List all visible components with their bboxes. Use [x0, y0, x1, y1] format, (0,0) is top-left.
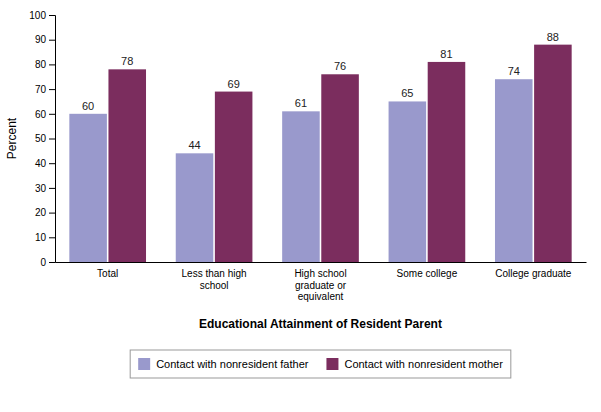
bar	[321, 74, 359, 262]
tick-mark	[49, 163, 55, 164]
y-axis-title: Percent	[5, 117, 19, 159]
legend: Contact with nonresident father Contact w…	[130, 350, 511, 378]
tick-label: 20	[35, 207, 47, 218]
tick-label-line: Total	[97, 268, 118, 279]
data-label: 88	[547, 31, 559, 43]
tick-label-line: College graduate	[495, 268, 572, 279]
tick-mark	[49, 114, 55, 115]
bar	[495, 79, 533, 262]
tick-mark	[49, 237, 55, 238]
bar	[389, 101, 427, 262]
data-label: 81	[440, 48, 452, 60]
legend-swatch	[138, 358, 150, 370]
legend-frame	[130, 350, 511, 378]
tick-label-line: Less than high	[182, 268, 247, 279]
tick-mark	[49, 213, 55, 214]
bar	[428, 62, 466, 262]
data-label: 61	[295, 97, 307, 109]
tick: High schoolgraduate orequivalent	[294, 268, 346, 302]
tick-label: Some college	[397, 268, 458, 279]
tick-mark	[49, 40, 55, 41]
tick-label-line: equivalent	[298, 291, 344, 302]
plot: 60 44 61 65 74 78 69 76 81 88 0 10 20 30 40 50 60 70 80 90 1…	[29, 10, 586, 302]
tick-label: 10	[35, 232, 47, 243]
legend-item: Contact with nonresident father	[138, 358, 309, 370]
tick-label-line: graduate or	[295, 280, 347, 291]
bars	[69, 45, 571, 262]
tick-label: 100	[29, 10, 46, 21]
tick-label: 50	[35, 133, 47, 144]
bar	[282, 111, 320, 262]
data-label: 69	[228, 78, 240, 90]
tick: 10	[35, 232, 55, 243]
tick: College graduate	[495, 268, 572, 279]
tick: 0	[40, 257, 55, 268]
tick: Some college	[397, 268, 458, 279]
tick: 100	[29, 10, 55, 21]
tick-mark	[49, 139, 55, 140]
tick: 50	[35, 133, 55, 144]
tick-label: 40	[35, 158, 47, 169]
data-labels: 60 44 61 65 74 78 69 76 81 88	[82, 31, 559, 152]
data-label: 76	[334, 60, 346, 72]
tick: 30	[35, 183, 55, 194]
tick-label-line: High school	[294, 268, 346, 279]
tick-label: Less than highschool	[182, 268, 247, 291]
data-label: 78	[121, 55, 133, 67]
tick-mark	[49, 89, 55, 90]
y-axis: 0 10 20 30 40 50 60 70 80 90 100	[29, 10, 55, 268]
tick-mark	[49, 64, 55, 65]
tick: 60	[35, 109, 55, 120]
tick-label: 90	[35, 34, 47, 45]
tick: 40	[35, 158, 55, 169]
tick-label: 30	[35, 183, 47, 194]
tick: 90	[35, 34, 55, 45]
tick-mark	[49, 15, 55, 16]
tick-label: College graduate	[495, 268, 572, 279]
tick-label-line: school	[200, 280, 229, 291]
legend-label: Contact with nonresident mother	[344, 358, 503, 370]
axis-line	[49, 16, 56, 263]
tick-label-line: Some college	[397, 268, 458, 279]
legend-item: Contact with nonresident mother	[326, 358, 503, 370]
tick-label: High schoolgraduate orequivalent	[294, 268, 346, 302]
tick: 80	[35, 59, 55, 70]
tick: Total	[97, 268, 118, 279]
tick-label: 80	[35, 59, 47, 70]
x-axis-title: Educational Attainment of Resident Paren…	[199, 317, 442, 331]
chart: 60 44 61 65 74 78 69 76 81 88 0 10 20 30 40 50 60 70 80 90 1…	[0, 0, 601, 412]
x-axis: Total Less than highschool High schoolgrad…	[56, 263, 587, 303]
bar	[108, 69, 146, 262]
data-label: 74	[508, 65, 520, 77]
legend-swatch	[326, 358, 338, 370]
tick: 20	[35, 207, 55, 218]
tick: Less than highschool	[182, 268, 247, 291]
data-label: 60	[82, 100, 94, 112]
tick-mark	[49, 188, 55, 189]
tick-mark	[49, 262, 55, 263]
tick-label: Total	[97, 268, 118, 279]
tick-label: 70	[35, 84, 47, 95]
bar	[215, 92, 253, 262]
data-label: 44	[188, 139, 200, 151]
bar	[69, 114, 107, 262]
data-label: 65	[401, 87, 413, 99]
bar	[534, 45, 572, 262]
axis-line	[56, 262, 587, 263]
tick-label: 0	[40, 257, 46, 268]
tick-label: 60	[35, 109, 47, 120]
tick: 70	[35, 84, 55, 95]
legend-label: Contact with nonresident father	[156, 358, 309, 370]
bar	[176, 153, 214, 262]
